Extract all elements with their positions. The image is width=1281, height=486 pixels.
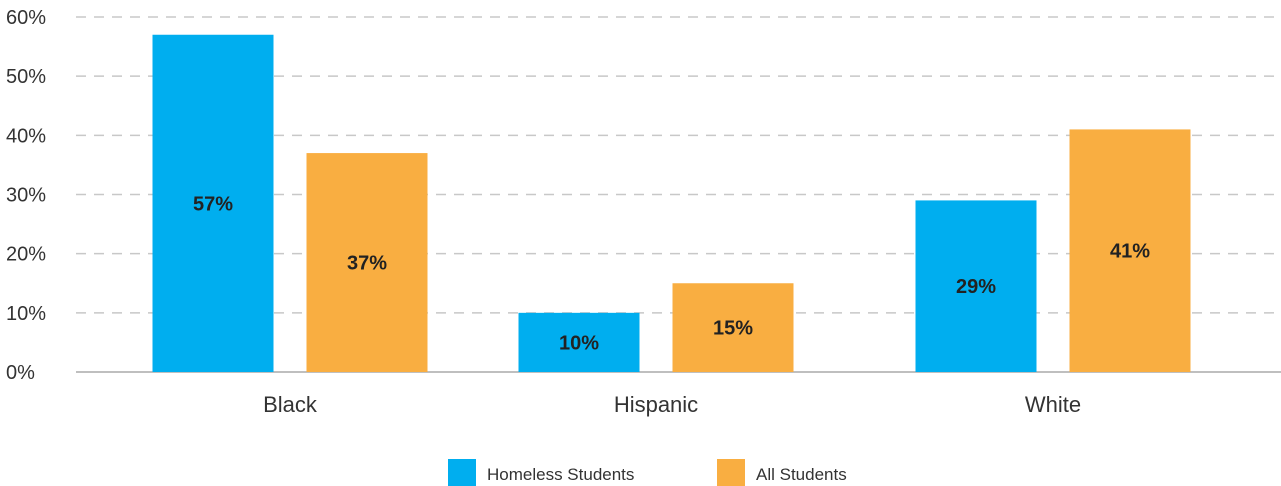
bar xyxy=(152,34,274,372)
x-axis-labels: Black Hispanic White xyxy=(263,392,1081,417)
y-axis-ticks: 0% 10% 20% 30% 40% 50% 60% xyxy=(6,7,46,384)
y-tick-label: 50% xyxy=(6,66,46,88)
bar-value-label: 29% xyxy=(956,276,996,298)
legend-label: All Students xyxy=(756,465,847,484)
bar-value-label: 10% xyxy=(559,332,599,354)
legend-swatch xyxy=(717,459,745,486)
bar xyxy=(672,283,794,372)
bar xyxy=(518,312,640,372)
y-tick-label: 20% xyxy=(6,244,46,266)
bar-value-label: 15% xyxy=(713,318,753,340)
bar-value-label: 57% xyxy=(193,193,233,215)
legend: Homeless Students All Students xyxy=(448,459,847,486)
bar xyxy=(306,153,428,372)
y-tick-label: 60% xyxy=(6,7,46,29)
y-tick-label: 30% xyxy=(6,185,46,207)
legend-label: Homeless Students xyxy=(487,465,634,484)
x-tick-label: Hispanic xyxy=(614,392,698,417)
bar-value-label: 37% xyxy=(347,253,387,275)
bar xyxy=(1069,129,1191,372)
legend-swatch xyxy=(448,459,476,486)
y-tick-label: 10% xyxy=(6,303,46,325)
x-tick-label: Black xyxy=(263,392,318,417)
x-tick-label: White xyxy=(1025,392,1081,417)
bar-value-label: 41% xyxy=(1110,241,1150,263)
y-tick-label: 0% xyxy=(6,362,35,384)
bars: 57% 37% 10% 15% 29% 41% xyxy=(152,34,1191,372)
y-tick-label: 40% xyxy=(6,125,46,147)
bar xyxy=(915,200,1037,372)
